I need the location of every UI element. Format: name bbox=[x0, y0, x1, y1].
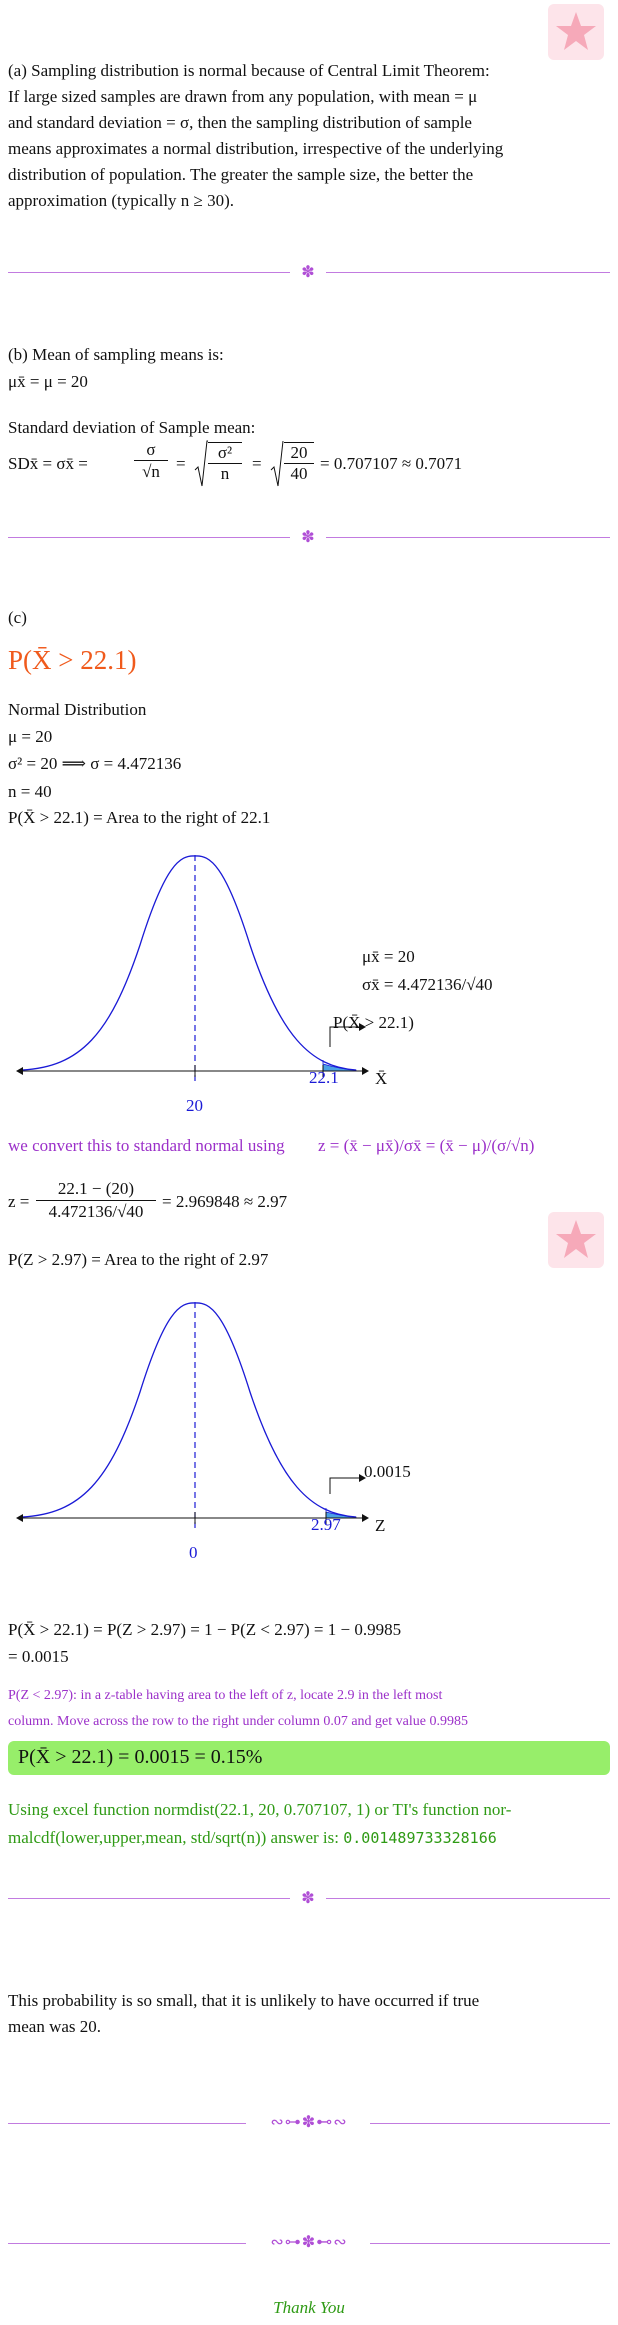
z-calculation: z = 22.1 − (20) 4.472136/√40 = 2.969848 … bbox=[8, 1178, 608, 1226]
divider bbox=[8, 1898, 290, 1899]
normal-curve bbox=[21, 855, 357, 1071]
ornament-star-icon: ✽ bbox=[301, 527, 315, 546]
graph1-axis-label: X̄ bbox=[375, 1069, 388, 1088]
part-c-title: P(X̄ > 22.1) bbox=[8, 645, 137, 675]
normal-curve-graph-1 bbox=[16, 855, 369, 1083]
pointer-arrowhead-icon bbox=[359, 1023, 366, 1031]
region-pointer-arrow bbox=[329, 1026, 362, 1047]
fraction-numerator: 20 bbox=[290, 443, 308, 462]
divider bbox=[8, 2123, 246, 2124]
part-a-line: If large sized samples are drawn from an… bbox=[8, 87, 478, 106]
fraction-numerator: σ² bbox=[217, 443, 233, 462]
sd-fraction: σ √n bbox=[134, 440, 168, 483]
excel-note: Using excel function normdist(22.1, 20, … bbox=[8, 1796, 511, 1852]
ornament-star-icon: ∾⊶✽⊷∾ bbox=[270, 2232, 348, 2251]
ztable-note: P(Z < 2.97): in a z-table having area to… bbox=[8, 1683, 468, 1735]
z-calc-fraction: 22.1 − (20) 4.472136/√40 bbox=[36, 1178, 156, 1223]
equals-sign: = bbox=[252, 454, 262, 473]
pointer-arrowhead-icon bbox=[359, 1474, 366, 1482]
normal-curve bbox=[21, 1302, 357, 1518]
divider bbox=[370, 2243, 610, 2244]
z-calc-result: = 2.969848 ≈ 2.97 bbox=[162, 1192, 288, 1211]
convert-text: we convert this to standard normal using bbox=[8, 1136, 285, 1155]
graph2-mean-tick-label: 0 bbox=[189, 1543, 198, 1562]
divider bbox=[8, 272, 290, 273]
excel-answer-value: 0.001489733328166 bbox=[343, 1829, 497, 1847]
fraction-numerator: 22.1 − (20) bbox=[57, 1179, 135, 1198]
normal-curve-graph-2 bbox=[16, 1302, 369, 1530]
watermark-icon bbox=[548, 1212, 604, 1268]
graph1-mean-tick-label: 20 bbox=[186, 1096, 203, 1115]
n-value: n = 40 bbox=[8, 782, 52, 801]
conclusion: This probability is so small, that it is… bbox=[8, 1988, 614, 2040]
part-a-paragraph: (a) Sampling distribution is normal beca… bbox=[8, 58, 614, 214]
answer-box: P(X̄ > 22.1) = 0.0015 = 0.15% bbox=[8, 1741, 610, 1775]
z-calc-lhs: z = bbox=[8, 1192, 30, 1211]
divider bbox=[326, 1898, 610, 1899]
ornament-star-icon: ✽ bbox=[301, 1888, 315, 1907]
answer-text: P(X̄ > 22.1) = 0.0015 = 0.15% bbox=[18, 1746, 263, 1768]
equals-sign: = bbox=[176, 454, 186, 473]
axis-arrow-left-icon bbox=[16, 1067, 23, 1075]
convert-sentence: we convert this to standard normal using… bbox=[8, 1122, 608, 1166]
sd-lhs: SDx̄ = σx̄ = bbox=[8, 454, 88, 473]
watermark-icon bbox=[548, 4, 604, 60]
graph1-mu-label: μx̄ = 20 bbox=[362, 947, 415, 966]
divider bbox=[8, 537, 290, 538]
mean-equation: μx̄ = μ = 20 bbox=[8, 372, 88, 391]
fraction-denominator: 40 bbox=[290, 464, 308, 483]
divider bbox=[326, 272, 610, 273]
ztable-line: column. Move across the row to the right… bbox=[8, 1714, 468, 1729]
thank-you: Thank You bbox=[273, 2298, 345, 2317]
graph1-region-label: P(X̄ > 22.1) bbox=[333, 1013, 414, 1032]
graph2-region-label: 0.0015 bbox=[364, 1462, 411, 1481]
ztable-line: P(Z < 2.97): in a z-table having area to… bbox=[8, 1688, 443, 1703]
divider bbox=[8, 2243, 246, 2244]
mu-value: μ = 20 bbox=[8, 727, 53, 746]
part-a-line: (a) Sampling distribution is normal beca… bbox=[8, 61, 490, 80]
conclusion-line: This probability is so small, that it is… bbox=[8, 1991, 480, 2010]
fraction-denominator: 4.472136/√40 bbox=[48, 1202, 144, 1221]
axis-arrow-right-icon bbox=[362, 1514, 369, 1522]
divider bbox=[370, 2123, 610, 2124]
graph1-value-tick-label: 22.1 bbox=[309, 1068, 339, 1087]
area-text: P(X̄ > 22.1) = Area to the right of 22.1 bbox=[8, 808, 271, 827]
fraction-denominator: √n bbox=[142, 462, 160, 481]
conclusion-line: mean was 20. bbox=[8, 2017, 102, 2036]
excel-line: Using excel function normdist(22.1, 20, … bbox=[8, 1800, 512, 1819]
probability-line-1: P(X̄ > 22.1) = P(Z > 2.97) = 1 − P(Z < 2… bbox=[8, 1620, 402, 1639]
axis-arrow-right-icon bbox=[362, 1067, 369, 1075]
z-formula: z = (x̄ − μx̄)/σx̄ = (x̄ − μ)/(σ/√n) bbox=[318, 1136, 535, 1155]
part-c-label: (c) bbox=[8, 608, 27, 627]
axis-arrow-left-icon bbox=[16, 1514, 23, 1522]
distribution-name: Normal Distribution bbox=[8, 700, 147, 719]
part-a-line: distribution of population. The greater … bbox=[8, 165, 474, 184]
fraction-denominator: n bbox=[220, 464, 230, 483]
divider bbox=[326, 537, 610, 538]
part-a-line: and standard deviation = σ, then the sam… bbox=[8, 113, 472, 132]
ornament-star-icon: ∾⊶✽⊷∾ bbox=[270, 2112, 348, 2131]
z-area-text: P(Z > 2.97) = Area to the right of 2.97 bbox=[8, 1250, 269, 1269]
part-a-line: means approximates a normal distribution… bbox=[8, 139, 504, 158]
part-b-heading: (b) Mean of sampling means is: bbox=[8, 345, 224, 364]
sigma-value: σ² = 20 ⟹ σ = 4.472136 bbox=[8, 754, 182, 773]
graph2-axis-label: Z bbox=[375, 1516, 386, 1535]
region-pointer-arrow bbox=[329, 1477, 362, 1494]
fraction-numerator: σ bbox=[146, 440, 156, 459]
ornament-star-icon: ✽ bbox=[301, 262, 315, 281]
part-a-line: approximation (typically n ≥ 30). bbox=[8, 191, 235, 210]
graph2-value-tick-label: 2.97 bbox=[311, 1515, 341, 1534]
probability-line-2: = 0.0015 bbox=[8, 1647, 69, 1666]
excel-line: malcdf(lower,upper,mean, std/sqrt(n)) an… bbox=[8, 1824, 511, 1852]
sd-heading: Standard deviation of Sample mean: bbox=[8, 418, 256, 437]
graph1-sigma-label: σx̄ = 4.472136/√40 bbox=[362, 975, 493, 994]
excel-text: malcdf(lower,upper,mean, std/sqrt(n)) an… bbox=[8, 1828, 339, 1847]
sd-result: = 0.707107 ≈ 0.7071 bbox=[320, 454, 463, 473]
